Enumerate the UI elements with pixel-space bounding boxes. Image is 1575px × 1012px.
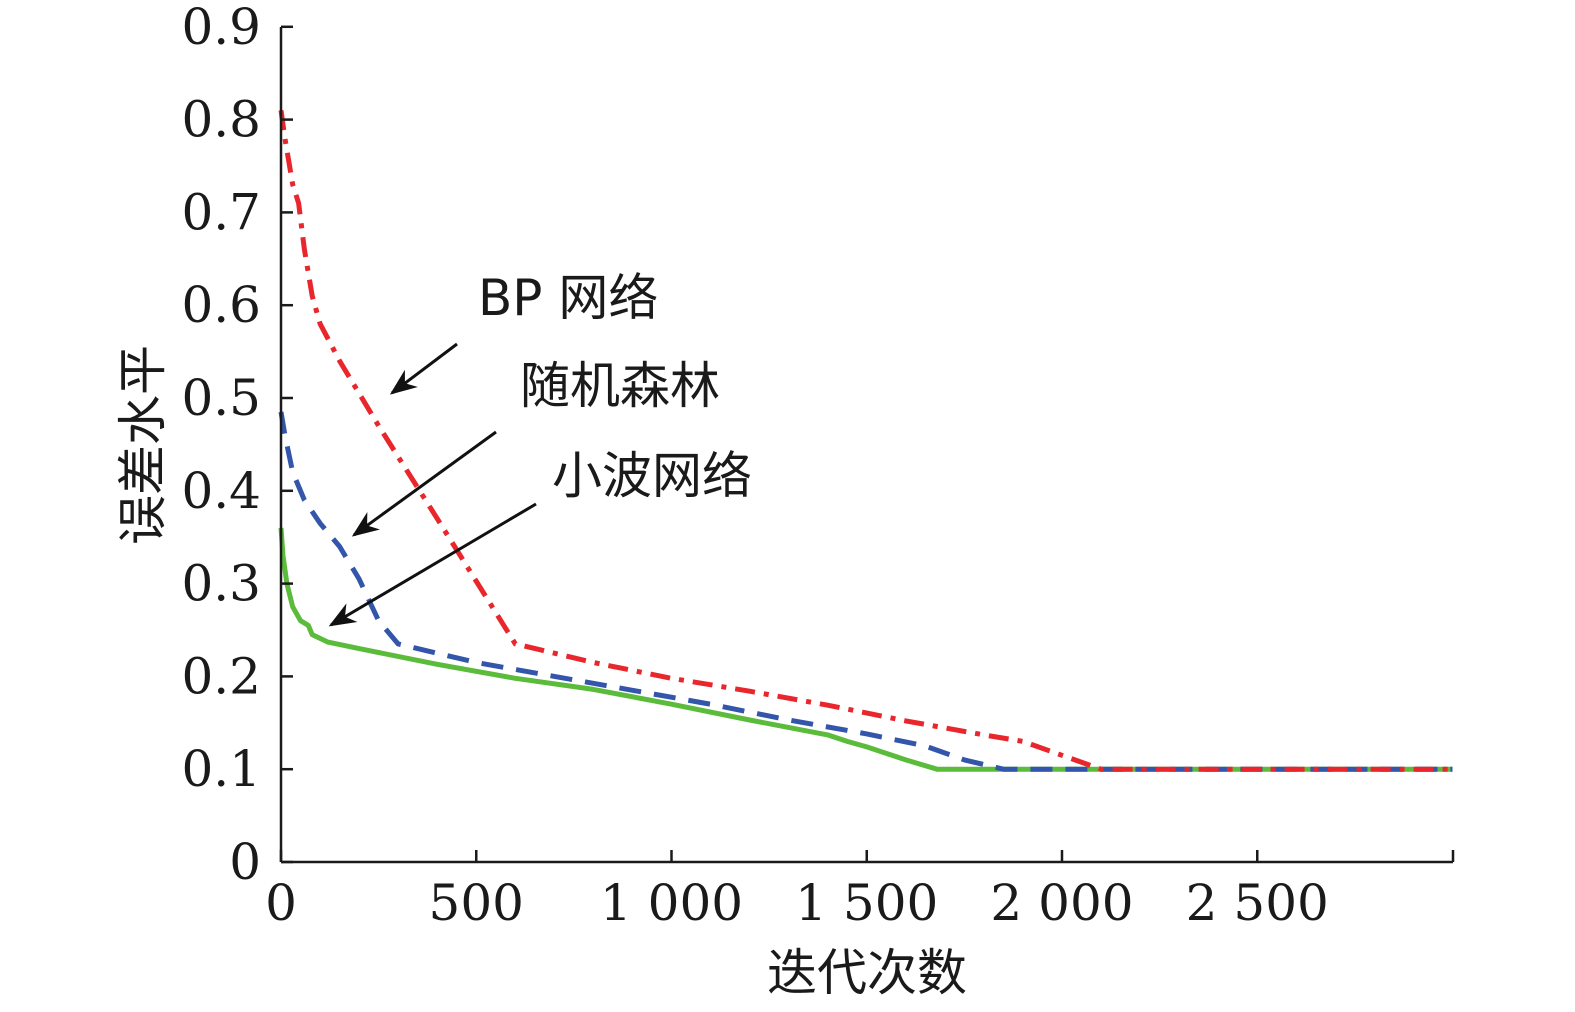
annotation-bp: BP 网络: [389, 269, 658, 395]
annotation-wavelet: 小波网络: [328, 447, 752, 627]
y-tick-label: 0.5: [181, 369, 261, 427]
y-tick-label: 0.9: [181, 0, 261, 56]
x-tick-label: 500: [429, 874, 524, 932]
y-tick-label: 0.4: [181, 462, 261, 520]
x-tick-label: 2 500: [1186, 874, 1329, 932]
x-ticks: 0 500 1 000 1 500 2 000 2 500: [265, 850, 1329, 932]
y-axis-title: 误差水平: [114, 345, 172, 545]
x-tick-label: 1 500: [795, 874, 938, 932]
y-tick-label: 0.7: [181, 183, 261, 241]
y-tick-label: 0.1: [181, 740, 261, 798]
series-line-2: [278, 527, 1453, 772]
y-tick-label: 0.8: [181, 91, 261, 149]
y-tick-label: 0.3: [181, 555, 261, 613]
annotation-bp-label: BP 网络: [478, 269, 658, 327]
annotation-rf-arrow: [351, 430, 497, 537]
series-line-0: [278, 109, 1453, 772]
annotation-wavelet-label: 小波网络: [552, 447, 752, 505]
annotation-rf-label: 随机森林: [520, 357, 720, 415]
y-tick-label: 0.2: [181, 647, 261, 705]
annotation-wavelet-arrow: [328, 502, 537, 627]
x-tick-label: 0: [265, 874, 297, 932]
x-tick-label: 1 000: [600, 874, 743, 932]
annotation-bp-arrow: [389, 342, 458, 395]
y-tick-label: 0: [229, 833, 261, 891]
annotation-rf: 随机森林: [351, 357, 720, 537]
plot-lines: [278, 109, 1453, 772]
x-tick-label: 2 000: [990, 874, 1133, 932]
x-axis-title: 迭代次数: [767, 944, 967, 1002]
series-line-1: [278, 411, 1453, 772]
y-tick-label: 0.6: [181, 276, 261, 334]
y-ticks: 0 0.1 0.2 0.3 0.4 0.5 0.6 0.7 0.8 0.9: [181, 0, 293, 891]
